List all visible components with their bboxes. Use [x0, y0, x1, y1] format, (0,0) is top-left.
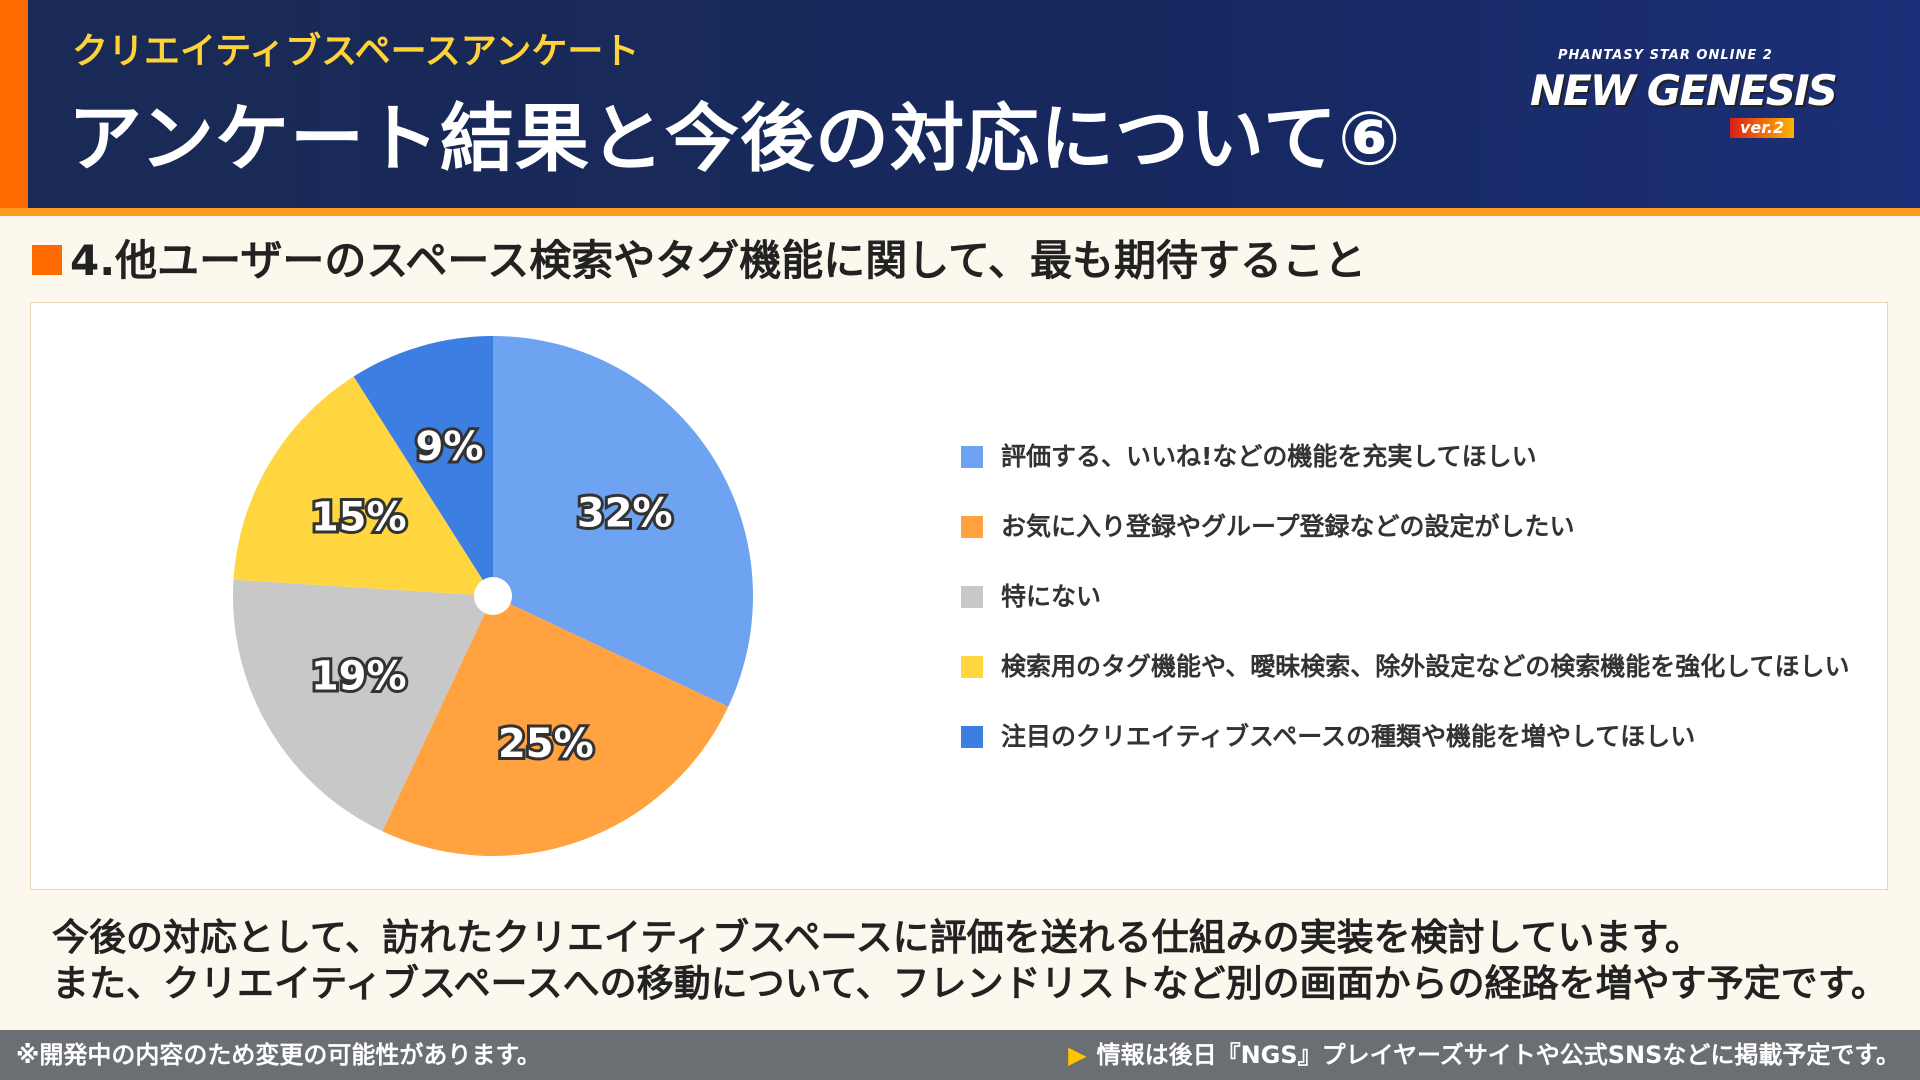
header-banner	[0, 0, 1920, 210]
footer-disclaimer: ※開発中の内容のため変更の可能性があります。	[16, 1041, 541, 1069]
section-marker	[32, 245, 62, 275]
play-arrow-icon: ▶	[1068, 1041, 1087, 1069]
game-logo: PHANTASY STAR ONLINE 2 NEW GENESIS ver.2	[1530, 48, 1900, 144]
note-line-1: 今後の対応として、訪れたクリエイティブスペースに評価を送れる仕組みの実装を検討し…	[52, 916, 1702, 959]
response-note: 今後の対応として、訪れたクリエイティブスペースに評価を送れる仕組みの実装を検討し…	[52, 915, 1888, 1007]
footer-bar: ※開発中の内容のため変更の可能性があります。 ▶ 情報は後日『NGS』プレイヤー…	[0, 1030, 1920, 1080]
legend-item: 検索用のタグ機能や、曖昧検索、除外設定などの検索機能を強化してほしい	[961, 651, 1850, 683]
legend-swatch	[961, 446, 983, 468]
legend-label: 注目のクリエイティブスペースの種類や機能を増やしてほしい	[1001, 722, 1696, 751]
pie-slice	[493, 336, 753, 707]
pie-data-label: 19%	[311, 653, 407, 699]
legend-item: 特にない	[961, 581, 1101, 613]
pie-slice	[232, 579, 493, 832]
section-title: 4.他ユーザーのスペース検索やタグ機能に関して、最も期待すること	[70, 236, 1366, 285]
pie-center-dot	[474, 577, 512, 615]
legend-item: お気に入り登録やグループ登録などの設定がしたい	[961, 511, 1575, 543]
header-divider	[0, 208, 1920, 216]
legend-label: 検索用のタグ機能や、曖昧検索、除外設定などの検索機能を強化してほしい	[1001, 652, 1850, 681]
pie-data-label: 32%	[577, 490, 673, 536]
footer-info: ▶ 情報は後日『NGS』プレイヤーズサイトや公式SNSなどに掲載予定です。	[1068, 1040, 1900, 1070]
legend-swatch	[961, 586, 983, 608]
pie-slice	[353, 336, 493, 596]
pie-data-label: 15%	[311, 495, 407, 541]
pie-data-label: 25%	[498, 721, 594, 767]
pie-slice	[382, 596, 729, 856]
legend-label: 評価する、いいね!などの機能を充実してほしい	[1001, 442, 1537, 471]
legend-item: 注目のクリエイティブスペースの種類や機能を増やしてほしい	[961, 721, 1695, 753]
pie-chart: 32% 25% 19% 15%9%	[232, 336, 753, 856]
legend-swatch	[961, 726, 983, 748]
legend-label: お気に入り登録やグループ登録などの設定がしたい	[1001, 512, 1575, 541]
legend-swatch	[961, 656, 983, 678]
logo-small-text: PHANTASY STAR ONLINE 2	[1558, 48, 1773, 63]
header-accent-bar	[0, 0, 28, 216]
logo-main-text: NEW GENESIS	[1530, 66, 1838, 115]
pie-data-label: 9%	[416, 424, 484, 470]
logo-version-badge: ver.2	[1730, 118, 1795, 138]
legend-item: 評価する、いいね!などの機能を充実してほしい	[961, 441, 1537, 473]
note-line-2: また、クリエイティブスペースへの移動について、フレンドリストなど別の画面からの経…	[52, 962, 1888, 1005]
page-title: アンケート結果と今後の対応について⑥	[68, 96, 1402, 182]
footer-info-text: 情報は後日『NGS』プレイヤーズサイトや公式SNSなどに掲載予定です。	[1096, 1041, 1900, 1069]
pie-slice	[233, 376, 493, 596]
legend-swatch	[961, 516, 983, 538]
header-subtitle: クリエイティブスペースアンケート	[72, 31, 640, 72]
legend-label: 特にない	[1001, 582, 1102, 611]
